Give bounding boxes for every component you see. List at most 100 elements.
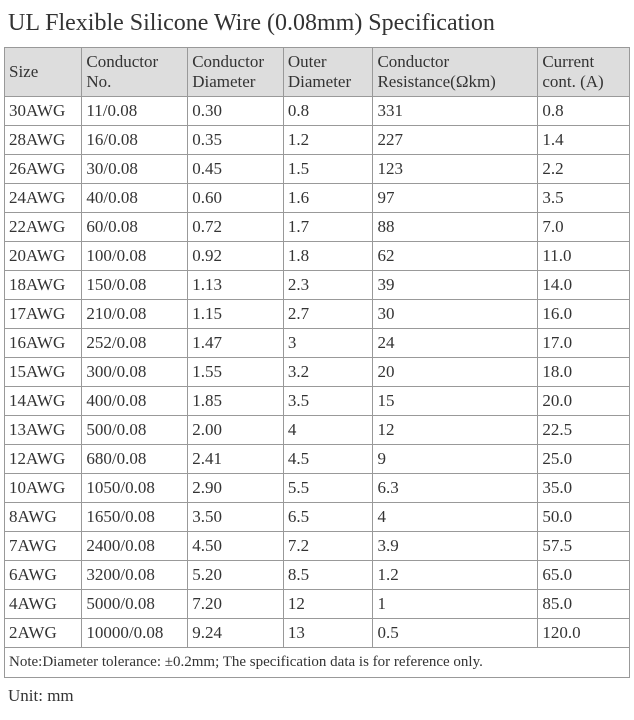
table-cell: 4.5 (283, 445, 373, 474)
table-cell: 20.0 (538, 387, 630, 416)
table-cell: 1.4 (538, 126, 630, 155)
table-row: 30AWG11/0.080.300.83310.8 (5, 97, 630, 126)
table-cell: 65.0 (538, 561, 630, 590)
table-cell: 16.0 (538, 300, 630, 329)
table-cell: 8.5 (283, 561, 373, 590)
table-cell: 5.20 (188, 561, 284, 590)
table-cell: 1.5 (283, 155, 373, 184)
table-row: 12AWG680/0.082.414.5925.0 (5, 445, 630, 474)
table-cell: 85.0 (538, 590, 630, 619)
table-cell: 13AWG (5, 416, 82, 445)
note-row: Note:Diameter tolerance: ±0.2mm; The spe… (5, 648, 630, 678)
table-cell: 3 (283, 329, 373, 358)
table-cell: 40/0.08 (82, 184, 188, 213)
table-cell: 3.5 (538, 184, 630, 213)
table-cell: 3.9 (373, 532, 538, 561)
table-row: 14AWG400/0.081.853.51520.0 (5, 387, 630, 416)
table-cell: 1.15 (188, 300, 284, 329)
table-header-row: Size Conductor No. Conductor Diameter Ou… (5, 48, 630, 97)
spec-table: Size Conductor No. Conductor Diameter Ou… (4, 47, 630, 678)
table-row: 28AWG16/0.080.351.22271.4 (5, 126, 630, 155)
table-cell: 1050/0.08 (82, 474, 188, 503)
table-cell: 0.92 (188, 242, 284, 271)
table-row: 15AWG300/0.081.553.22018.0 (5, 358, 630, 387)
note-cell: Note:Diameter tolerance: ±0.2mm; The spe… (5, 648, 630, 678)
table-row: 26AWG30/0.080.451.51232.2 (5, 155, 630, 184)
table-cell: 60/0.08 (82, 213, 188, 242)
table-cell: 28AWG (5, 126, 82, 155)
table-cell: 1.85 (188, 387, 284, 416)
table-cell: 26AWG (5, 155, 82, 184)
table-cell: 123 (373, 155, 538, 184)
table-cell: 4AWG (5, 590, 82, 619)
table-cell: 400/0.08 (82, 387, 188, 416)
table-cell: 57.5 (538, 532, 630, 561)
table-cell: 1.55 (188, 358, 284, 387)
spec-sheet: UL Flexible Silicone Wire (0.08mm) Speci… (0, 0, 634, 718)
table-cell: 0.5 (373, 619, 538, 648)
table-row: 22AWG60/0.080.721.7887.0 (5, 213, 630, 242)
table-cell: 30 (373, 300, 538, 329)
table-cell: 18.0 (538, 358, 630, 387)
table-cell: 10000/0.08 (82, 619, 188, 648)
table-cell: 300/0.08 (82, 358, 188, 387)
table-cell: 7.2 (283, 532, 373, 561)
table-cell: 4.50 (188, 532, 284, 561)
table-cell: 24AWG (5, 184, 82, 213)
table-cell: 2.7 (283, 300, 373, 329)
table-cell: 16/0.08 (82, 126, 188, 155)
table-cell: 22AWG (5, 213, 82, 242)
col-header-current-cont: Current cont. (A) (538, 48, 630, 97)
table-cell: 15AWG (5, 358, 82, 387)
table-cell: 2.00 (188, 416, 284, 445)
table-cell: 17.0 (538, 329, 630, 358)
table-cell: 500/0.08 (82, 416, 188, 445)
table-cell: 2.2 (538, 155, 630, 184)
table-row: 24AWG40/0.080.601.6973.5 (5, 184, 630, 213)
table-row: 10AWG1050/0.082.905.56.335.0 (5, 474, 630, 503)
table-cell: 1.2 (283, 126, 373, 155)
table-cell: 12AWG (5, 445, 82, 474)
table-row: 8AWG1650/0.083.506.5450.0 (5, 503, 630, 532)
table-cell: 22.5 (538, 416, 630, 445)
table-cell: 10AWG (5, 474, 82, 503)
table-row: 6AWG3200/0.085.208.51.265.0 (5, 561, 630, 590)
table-cell: 0.45 (188, 155, 284, 184)
col-header-size: Size (5, 48, 82, 97)
table-cell: 11/0.08 (82, 97, 188, 126)
table-cell: 1.8 (283, 242, 373, 271)
col-header-conductor-no: Conductor No. (82, 48, 188, 97)
table-cell: 680/0.08 (82, 445, 188, 474)
table-cell: 17AWG (5, 300, 82, 329)
table-cell: 25.0 (538, 445, 630, 474)
table-cell: 14.0 (538, 271, 630, 300)
table-cell: 4 (373, 503, 538, 532)
table-cell: 6.3 (373, 474, 538, 503)
table-cell: 7.20 (188, 590, 284, 619)
table-cell: 14AWG (5, 387, 82, 416)
table-cell: 2.3 (283, 271, 373, 300)
table-cell: 9.24 (188, 619, 284, 648)
table-cell: 1.6 (283, 184, 373, 213)
table-cell: 16AWG (5, 329, 82, 358)
table-cell: 50.0 (538, 503, 630, 532)
table-cell: 227 (373, 126, 538, 155)
table-cell: 3200/0.08 (82, 561, 188, 590)
table-cell: 4 (283, 416, 373, 445)
table-cell: 2.90 (188, 474, 284, 503)
table-cell: 2400/0.08 (82, 532, 188, 561)
table-cell: 5000/0.08 (82, 590, 188, 619)
table-cell: 20AWG (5, 242, 82, 271)
table-cell: 0.35 (188, 126, 284, 155)
table-cell: 0.72 (188, 213, 284, 242)
table-cell: 1 (373, 590, 538, 619)
table-cell: 1.2 (373, 561, 538, 590)
table-cell: 1.47 (188, 329, 284, 358)
table-row: 7AWG2400/0.084.507.23.957.5 (5, 532, 630, 561)
table-cell: 5.5 (283, 474, 373, 503)
table-cell: 0.30 (188, 97, 284, 126)
table-cell: 18AWG (5, 271, 82, 300)
col-header-conductor-diameter: Conductor Diameter (188, 48, 284, 97)
table-cell: 9 (373, 445, 538, 474)
table-cell: 2.41 (188, 445, 284, 474)
